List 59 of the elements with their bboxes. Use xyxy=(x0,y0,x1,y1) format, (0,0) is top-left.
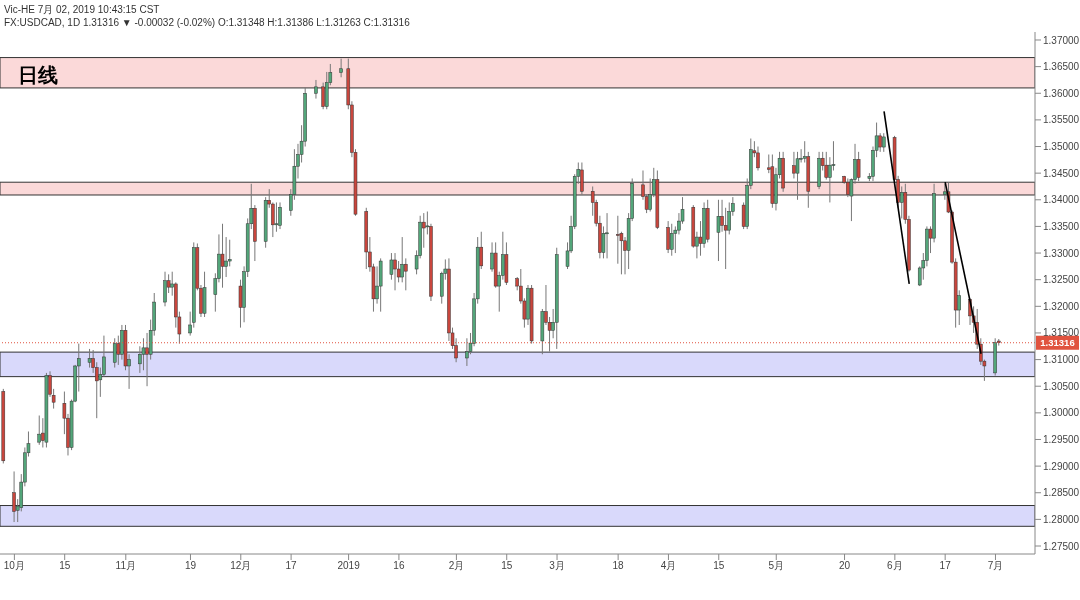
candlestick xyxy=(163,271,167,307)
x-tick-label: 7月 xyxy=(987,560,1004,572)
y-tick-label: 1.37000 xyxy=(1043,34,1080,46)
candlestick xyxy=(669,223,674,257)
candlestick xyxy=(878,132,882,153)
candlestick xyxy=(792,151,796,179)
text: 日线 xyxy=(18,63,58,88)
x-tick-label: 10月 xyxy=(3,560,25,572)
y-tick-label: 1.36000 xyxy=(1043,87,1080,99)
x-tick-label: 18 xyxy=(612,560,625,572)
candlestick xyxy=(278,201,282,230)
y-tick-label: 1.34000 xyxy=(1043,194,1080,206)
y-tick-label: 1.27500 xyxy=(1043,540,1080,552)
y-tick-label: 1.34500 xyxy=(1043,167,1080,179)
y-tick-label: 1.29500 xyxy=(1043,434,1080,446)
x-tick-label: 19 xyxy=(184,560,197,572)
x-tick-label: 20 xyxy=(838,560,851,572)
x-tick-label: 17 xyxy=(939,560,952,572)
y-tick-label: 1.31500 xyxy=(1043,327,1080,339)
x-tick-label: 15 xyxy=(713,560,725,572)
y-tick-label: 1.33000 xyxy=(1043,247,1080,259)
text: Vic-HE 7月 02, 2019 10:43:15 CST xyxy=(4,3,161,17)
x-tick-label: 15 xyxy=(59,560,71,572)
x-tick-label: 15 xyxy=(501,560,513,572)
candlestick xyxy=(224,236,228,278)
candlestick xyxy=(37,415,41,446)
x-tick-label: 3月 xyxy=(549,560,565,572)
y-tick-label: 1.32500 xyxy=(1043,274,1080,286)
y-tick-label: 1.30000 xyxy=(1043,407,1080,419)
candlestick xyxy=(616,215,620,265)
y-tick-label: 1.35000 xyxy=(1043,141,1080,153)
y-tick-label: 1.29000 xyxy=(1043,460,1080,472)
y-tick-label: 1.36500 xyxy=(1043,61,1080,73)
candlestick xyxy=(393,252,397,291)
y-tick-label: 1.33500 xyxy=(1043,220,1080,232)
candlestick xyxy=(716,199,721,262)
x-tick-label: 16 xyxy=(393,560,405,572)
x-tick-label: 5月 xyxy=(768,560,785,572)
chart-subtitle: FX:USDCAD, 1D 1.31316 ▼ -0.00032 (-0.02%) O:1.31348 H:1.31386 L:1.31263 C:1.31316 xyxy=(4,17,410,28)
y-tick-label: 1.35500 xyxy=(1043,114,1080,126)
y-tick-label: 1.28500 xyxy=(1043,487,1080,499)
x-tick-label: 4月 xyxy=(660,560,677,572)
x-tick-label: 11月 xyxy=(115,560,136,572)
y-tick-label: 1.31000 xyxy=(1043,354,1080,366)
y-tick-label: 1.32000 xyxy=(1043,300,1080,312)
candlestick xyxy=(404,257,408,291)
x-tick-label: 2019 xyxy=(337,560,361,572)
candlestick xyxy=(666,220,670,254)
ref-line-label: 1.31316 xyxy=(1040,337,1075,349)
candlestick xyxy=(824,151,829,181)
y-tick-label: 1.30500 xyxy=(1043,380,1080,392)
candlestick xyxy=(605,212,609,259)
candlestick xyxy=(882,132,886,153)
x-tick-label: 6月 xyxy=(887,560,903,572)
y-tick-label: 1.28000 xyxy=(1043,513,1080,525)
x-tick-label: 12月 xyxy=(230,560,252,572)
candlestick xyxy=(274,201,279,233)
x-tick-label: 2月 xyxy=(448,560,465,572)
x-tick-label: 17 xyxy=(285,560,298,572)
